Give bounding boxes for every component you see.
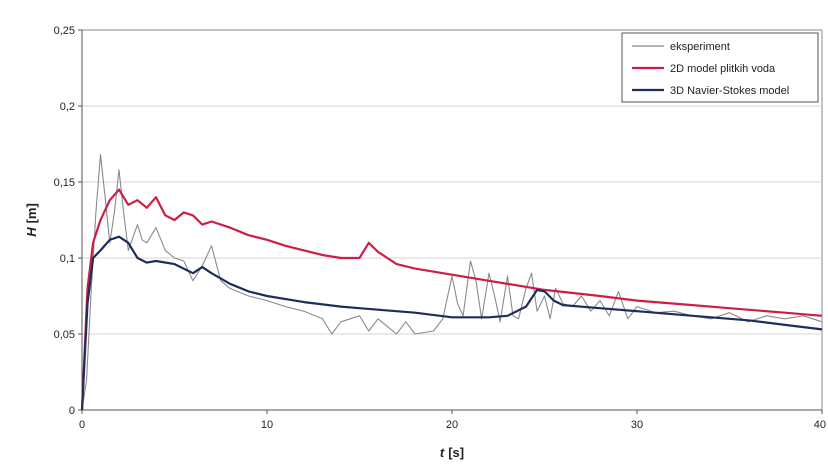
- y-axis-label: H: [24, 227, 39, 237]
- x-axis-label: t: [440, 445, 445, 460]
- y-tick-label: 0,05: [54, 329, 75, 341]
- y-tick-label: 0: [69, 405, 75, 417]
- y-axis-title: H [m]: [24, 203, 39, 237]
- x-axis-title: t [s]: [440, 445, 464, 460]
- series-line-2d-model: [80, 188, 823, 411]
- legend-label-2d-model: 2D model plitkih voda: [670, 63, 776, 75]
- x-tick-label: 20: [446, 419, 458, 431]
- y-tick-label: 0,2: [60, 101, 75, 113]
- legend: eksperiment 2D model plitkih voda 3D Nav…: [621, 32, 819, 103]
- y-tick-label: 0,1: [60, 253, 75, 265]
- series-line-eksperiment: [81, 154, 823, 411]
- series-lines: [80, 154, 823, 411]
- series-line-3d-model: [80, 235, 823, 411]
- y-axis-unit: [m]: [24, 203, 39, 223]
- legend-label-3d-model: 3D Navier-Stokes model: [670, 85, 789, 97]
- x-axis-unit: [s]: [448, 445, 464, 460]
- x-tick-label: 40: [814, 419, 826, 431]
- y-tick-label: 0,25: [54, 25, 75, 37]
- y-tick-label: 0,15: [54, 177, 75, 189]
- x-tick-label: 10: [261, 419, 273, 431]
- legend-label-eksperiment: eksperiment: [670, 41, 730, 53]
- x-axis-ticks: 0 10 20 30 40: [79, 410, 826, 431]
- x-tick-label: 30: [631, 419, 643, 431]
- y-axis-ticks: 0 0,05 0,1 0,15 0,2 0,25: [54, 25, 82, 417]
- x-tick-label: 0: [79, 419, 85, 431]
